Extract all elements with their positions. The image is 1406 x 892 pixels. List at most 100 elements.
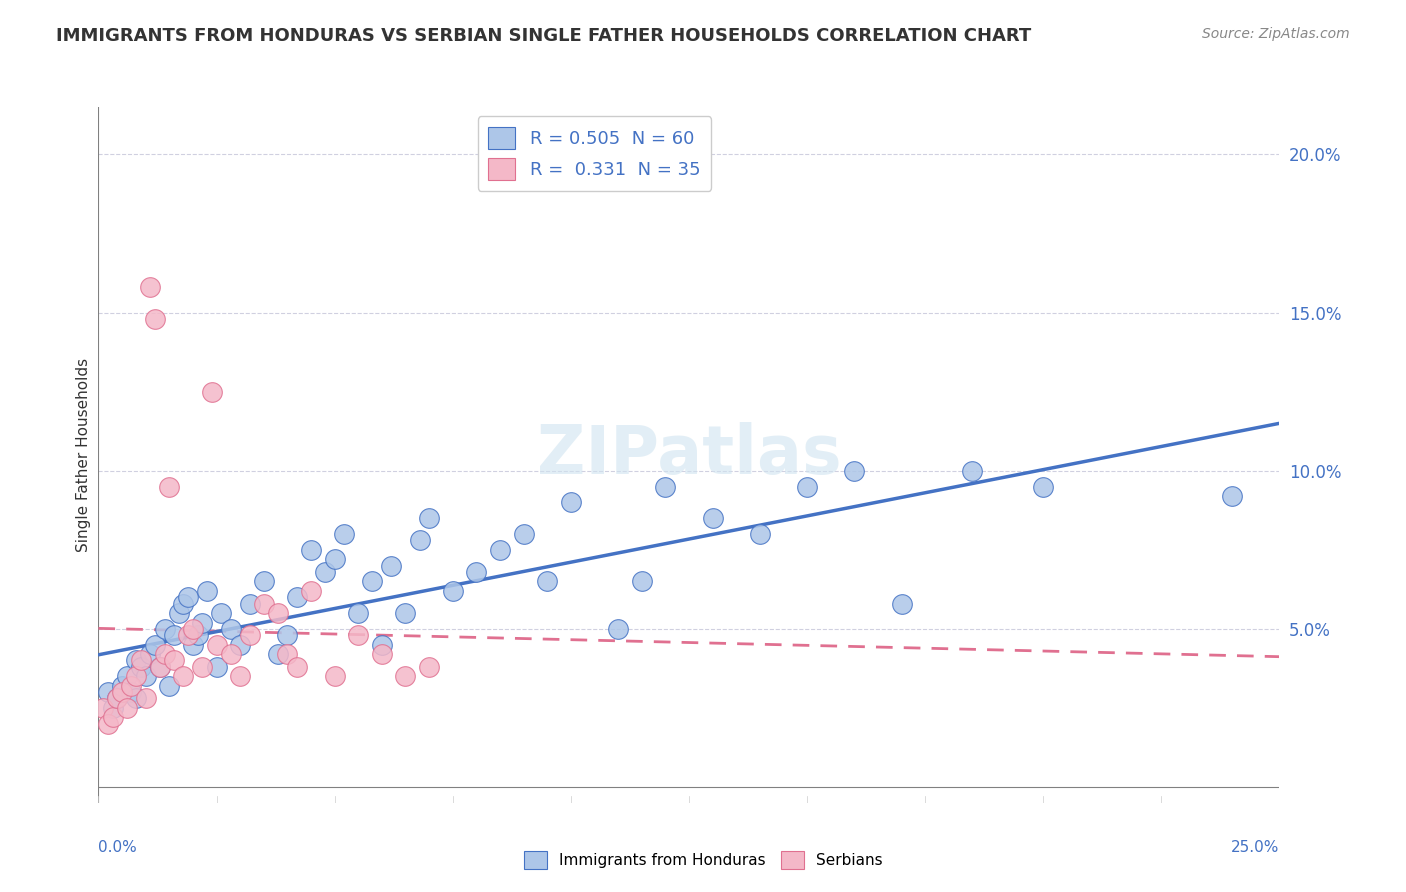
Point bbox=[139, 280, 162, 294]
Point bbox=[177, 591, 200, 605]
Point bbox=[1032, 479, 1054, 493]
Point bbox=[408, 533, 430, 548]
Point bbox=[172, 669, 194, 683]
Point bbox=[607, 622, 630, 636]
Text: Source: ZipAtlas.com: Source: ZipAtlas.com bbox=[1202, 27, 1350, 41]
Point bbox=[97, 685, 120, 699]
Point bbox=[239, 597, 262, 611]
Point bbox=[371, 638, 394, 652]
Point bbox=[143, 638, 166, 652]
Point bbox=[253, 574, 276, 589]
Point bbox=[844, 464, 866, 478]
Point bbox=[560, 495, 582, 509]
Point bbox=[323, 669, 346, 683]
Point bbox=[205, 638, 228, 652]
Point bbox=[209, 606, 232, 620]
Point bbox=[299, 542, 322, 557]
Point bbox=[276, 628, 298, 642]
Point bbox=[229, 669, 252, 683]
Point bbox=[219, 647, 242, 661]
Point bbox=[149, 660, 172, 674]
Point bbox=[105, 691, 128, 706]
Point bbox=[512, 527, 534, 541]
Point bbox=[285, 660, 308, 674]
Point bbox=[962, 464, 984, 478]
Point bbox=[91, 701, 114, 715]
Point bbox=[125, 669, 148, 683]
Point bbox=[285, 591, 308, 605]
Point bbox=[191, 615, 214, 630]
Text: ZIPatlas: ZIPatlas bbox=[537, 422, 841, 488]
Point bbox=[219, 622, 242, 636]
Point bbox=[465, 565, 488, 579]
Point bbox=[239, 628, 262, 642]
Text: IMMIGRANTS FROM HONDURAS VS SERBIAN SINGLE FATHER HOUSEHOLDS CORRELATION CHART: IMMIGRANTS FROM HONDURAS VS SERBIAN SING… bbox=[56, 27, 1032, 45]
Point bbox=[153, 647, 176, 661]
Point bbox=[314, 565, 336, 579]
Point bbox=[105, 691, 128, 706]
Point bbox=[121, 685, 143, 699]
Point bbox=[796, 479, 818, 493]
Point bbox=[167, 606, 190, 620]
Point bbox=[253, 597, 276, 611]
Point bbox=[111, 685, 134, 699]
Point bbox=[111, 679, 134, 693]
Point bbox=[125, 691, 148, 706]
Text: 0.0%: 0.0% bbox=[98, 840, 138, 855]
Point bbox=[157, 479, 180, 493]
Point bbox=[394, 669, 416, 683]
Point bbox=[115, 701, 138, 715]
Point bbox=[702, 511, 724, 525]
Point bbox=[441, 583, 464, 598]
Point bbox=[172, 597, 194, 611]
Point bbox=[187, 628, 209, 642]
Point bbox=[101, 710, 124, 724]
Point bbox=[101, 701, 124, 715]
Point bbox=[157, 679, 180, 693]
Point bbox=[149, 660, 172, 674]
Point bbox=[229, 638, 252, 652]
Point bbox=[115, 669, 138, 683]
Point bbox=[201, 384, 224, 399]
Y-axis label: Single Father Households: Single Father Households bbox=[76, 358, 91, 552]
Point bbox=[394, 606, 416, 620]
Point bbox=[380, 558, 402, 573]
Point bbox=[181, 638, 204, 652]
Point bbox=[121, 679, 143, 693]
Point bbox=[129, 660, 152, 674]
Point bbox=[323, 552, 346, 566]
Point bbox=[143, 312, 166, 326]
Point bbox=[163, 628, 186, 642]
Point bbox=[361, 574, 384, 589]
Point bbox=[191, 660, 214, 674]
Point bbox=[371, 647, 394, 661]
Point bbox=[267, 606, 290, 620]
Point bbox=[333, 527, 356, 541]
Point bbox=[418, 660, 440, 674]
Legend: R = 0.505  N = 60, R =  0.331  N = 35: R = 0.505 N = 60, R = 0.331 N = 35 bbox=[478, 116, 711, 191]
Point bbox=[135, 691, 157, 706]
Legend: Immigrants from Honduras, Serbians: Immigrants from Honduras, Serbians bbox=[517, 845, 889, 875]
Point bbox=[1220, 489, 1243, 503]
Point bbox=[135, 669, 157, 683]
Point bbox=[181, 622, 204, 636]
Point bbox=[139, 647, 162, 661]
Point bbox=[163, 653, 186, 667]
Point bbox=[347, 628, 370, 642]
Point bbox=[177, 628, 200, 642]
Point bbox=[536, 574, 558, 589]
Point bbox=[630, 574, 652, 589]
Point bbox=[97, 716, 120, 731]
Point bbox=[125, 653, 148, 667]
Point bbox=[153, 622, 176, 636]
Point bbox=[890, 597, 912, 611]
Point bbox=[654, 479, 676, 493]
Point bbox=[418, 511, 440, 525]
Point bbox=[299, 583, 322, 598]
Point bbox=[276, 647, 298, 661]
Point bbox=[129, 653, 152, 667]
Point bbox=[748, 527, 770, 541]
Point bbox=[489, 542, 512, 557]
Point bbox=[267, 647, 290, 661]
Text: 25.0%: 25.0% bbox=[1232, 840, 1279, 855]
